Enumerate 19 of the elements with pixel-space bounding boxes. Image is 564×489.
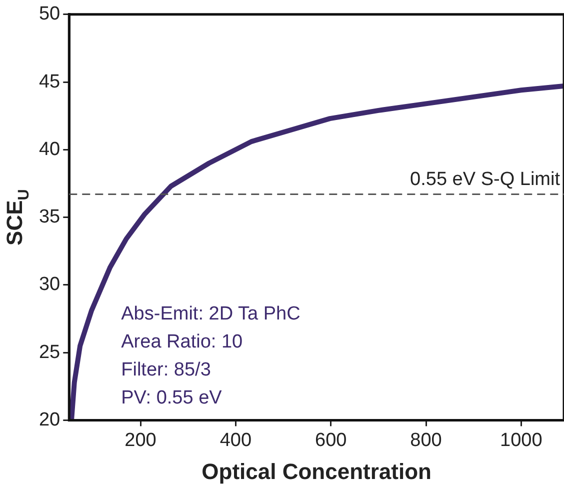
y-tick-label: 30 xyxy=(38,274,60,296)
annotation: Filter: 85/3 xyxy=(121,359,211,380)
y-tick-label: 40 xyxy=(38,138,60,160)
y-tick-label: 35 xyxy=(38,206,60,228)
x-tick-label: 600 xyxy=(314,430,347,451)
y-tick-label: 25 xyxy=(38,342,60,363)
ref-line-label: 0.55 eV S-Q Limit xyxy=(410,169,561,190)
y-tick-label: 45 xyxy=(38,71,60,92)
x-axis-title: Optical Concentration xyxy=(202,459,432,484)
annotation: Area Ratio: 10 xyxy=(121,331,243,352)
x-tick-label: 200 xyxy=(124,430,156,451)
annotation: PV: 0.55 eV xyxy=(121,387,222,408)
y-tick-label: 20 xyxy=(38,409,60,430)
x-tick-label: 800 xyxy=(410,430,442,451)
y-axis-title: SCEU xyxy=(2,189,33,246)
x-tick-label: 400 xyxy=(220,430,252,451)
y-tick-label: 50 xyxy=(38,4,60,25)
x-tick-label: 1000 xyxy=(500,430,542,451)
annotation: Abs-Emit: 2D Ta PhC xyxy=(121,303,300,324)
